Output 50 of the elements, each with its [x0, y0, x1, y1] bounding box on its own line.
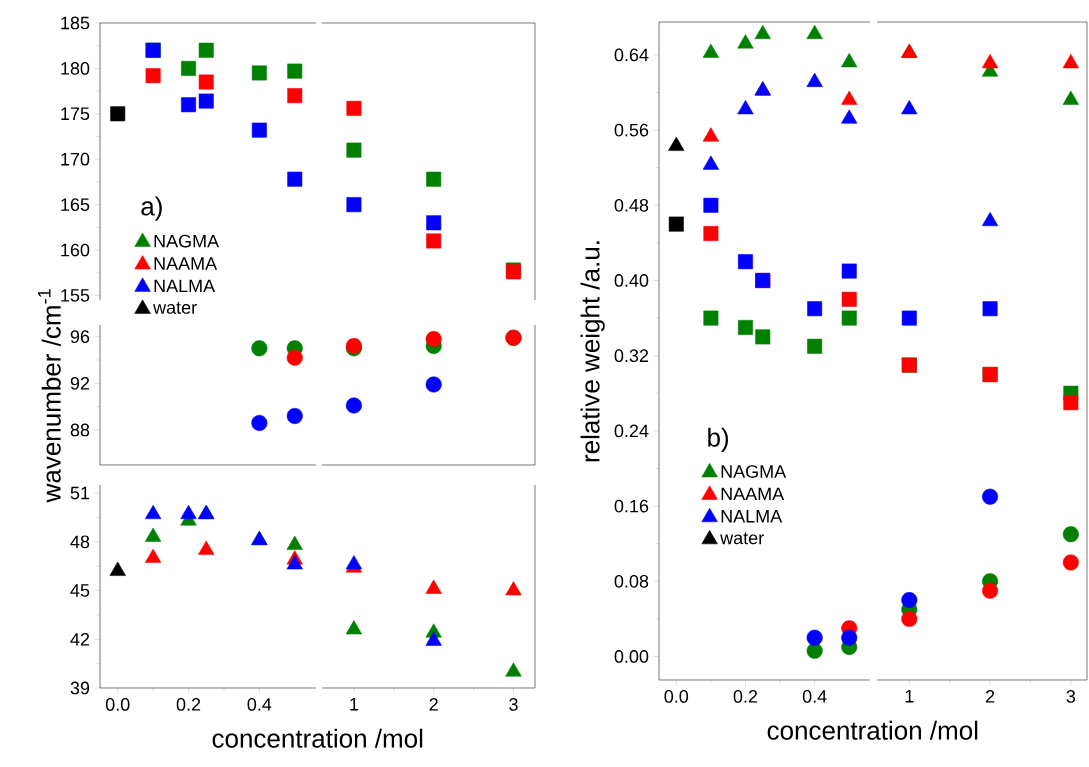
y-tick-label: 0.32: [614, 349, 649, 363]
y-tick-label: 175: [61, 107, 90, 121]
legend-label: water: [153, 302, 197, 314]
x-tick-label: 2: [985, 690, 995, 703]
legend-label: NAGMA: [721, 465, 787, 478]
y-tick-label: 185: [61, 16, 90, 30]
y-tick-label: 0.00: [614, 650, 649, 663]
y-axis-title: wavenumber /cm$^{-1}$: [37, 289, 61, 503]
annotation: a): [141, 196, 162, 221]
x-tick-label: 0.0: [664, 690, 689, 703]
y-tick-label: 42: [70, 632, 90, 646]
y-tick-label: 88: [70, 423, 90, 437]
y-tick-label: 48: [70, 535, 90, 549]
y-tick-label: 165: [61, 198, 90, 211]
x-tick-label: 3: [1066, 690, 1076, 703]
legend-label: NAAMA: [721, 487, 785, 501]
x-tick-label: 0.4: [802, 690, 827, 703]
x-tick-label: 3: [509, 698, 518, 711]
x-tick-label: 0.4: [247, 698, 272, 711]
legend-label: water: [720, 532, 764, 545]
y-tick-label: 0.48: [614, 198, 649, 212]
y-tick-label: 0.40: [614, 274, 649, 287]
x-tick-label: 1: [905, 690, 914, 703]
annotation: b): [708, 427, 729, 452]
y-tick-label: 0.16: [614, 499, 649, 513]
y-tick-label: 39: [70, 681, 90, 695]
y-tick-label: 96: [70, 330, 90, 344]
x-tick-label: 0.0: [105, 698, 130, 711]
y-tick-label: 170: [61, 152, 90, 166]
legend-label: NAAMA: [154, 257, 218, 270]
y-tick-label: 160: [61, 243, 90, 257]
y-tick-label: 92: [70, 376, 90, 390]
x-axis-title: concentration /mol: [767, 720, 978, 740]
legend-label: NALMA: [154, 279, 216, 293]
y-tick-label: 0.56: [614, 123, 649, 137]
y-tick-label: 0.64: [614, 48, 649, 62]
y-tick-label: 45: [70, 584, 90, 597]
x-tick-label: 1: [350, 698, 359, 711]
x-tick-label: 0.2: [733, 690, 758, 703]
x-tick-label: 2: [429, 698, 438, 711]
legend-label: NAGMA: [154, 234, 220, 248]
y-tick-label: 155: [61, 289, 90, 302]
y-axis-title: relative weight /a.u.: [580, 241, 605, 462]
y-tick-label: 51: [70, 486, 90, 500]
x-axis-title: concentration /mol: [212, 728, 423, 748]
y-tick-label: 0.08: [614, 574, 649, 588]
x-tick-label: 0.2: [176, 698, 201, 711]
legend-label: NALMA: [721, 510, 783, 523]
y-tick-label: 180: [61, 62, 90, 75]
y-tick-label: 0.24: [614, 424, 649, 438]
